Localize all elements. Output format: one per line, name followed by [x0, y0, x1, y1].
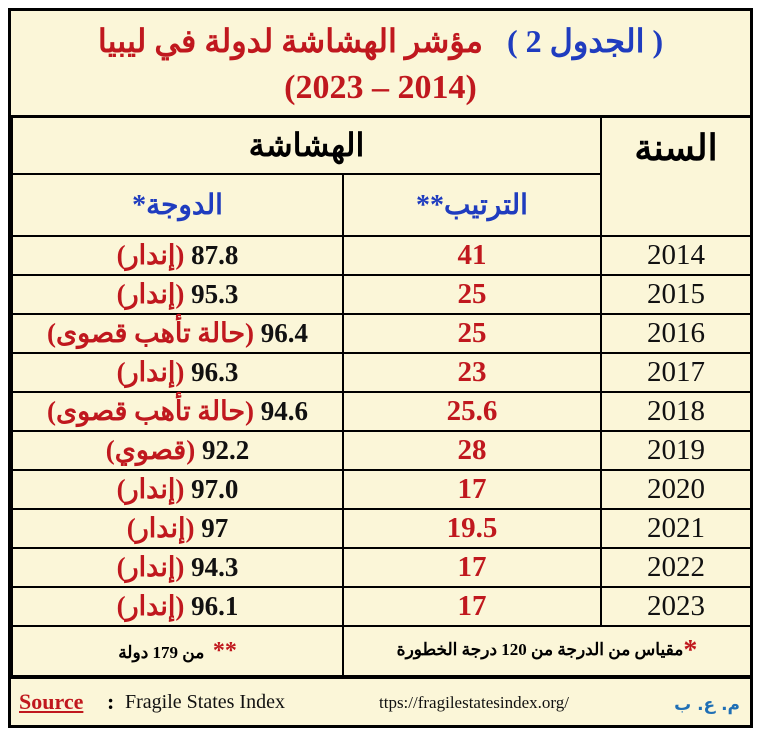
rank-cell: 25.6 — [342, 391, 602, 432]
header-score: الدوجة* — [11, 172, 344, 238]
year-cell: 2014 — [600, 235, 752, 276]
score-cell: 92.2 (قصوي) — [11, 430, 344, 471]
rank-cell: 25 — [342, 274, 602, 315]
author-initials: م. ع. ب — [674, 695, 740, 715]
header-fragility: الهشاشة — [11, 115, 602, 175]
header-rank: الترتيب** — [342, 172, 602, 238]
score-cell: 94.6 (حالة تأهب قصوى) — [11, 391, 344, 432]
year-cell: 2019 — [600, 430, 752, 471]
table-row: 2014 41 87.8 (إندار) — [11, 235, 752, 276]
table-row: 2015 25 95.3 (إندار) — [11, 274, 752, 315]
table-row: 2023 17 96.1 (إندار) — [11, 586, 752, 627]
table-row: 2019 28 92.2 (قصوي) — [11, 430, 752, 471]
table-row: 2017 23 96.3 (إندار) — [11, 352, 752, 393]
rank-footnote-text: من 179 دولة — [118, 642, 205, 662]
score-category: (حالة تأهب قصوى) — [47, 318, 254, 348]
table-row: 2022 17 94.3 (إندار) — [11, 547, 752, 588]
table-row: 2016 25 96.4 (حالة تأهب قصوى) — [11, 313, 752, 354]
rank-cell: 25 — [342, 313, 602, 354]
table-row: 2020 17 97.0 (إندار) — [11, 469, 752, 510]
source-name: Fragile States Index — [125, 691, 285, 713]
score-category: (إندار) — [126, 513, 195, 543]
score-cell: 96.4 (حالة تأهب قصوى) — [11, 313, 344, 354]
score-value: 92.2 — [201, 435, 250, 465]
table-period: (2023 – 2014) — [284, 69, 477, 106]
score-cell: 95.3 (إندار) — [11, 274, 344, 315]
score-cell: 97.0 (إندار) — [11, 469, 344, 510]
rank-cell: 23 — [342, 352, 602, 393]
score-cell: 87.8 (إندار) — [11, 235, 344, 276]
rank-cell: 17 — [342, 547, 602, 588]
score-cell: 96.1 (إندار) — [11, 586, 344, 627]
score-value: 87.8 — [191, 240, 239, 270]
year-cell: 2016 — [600, 313, 752, 354]
score-category: (إندار) — [116, 357, 185, 387]
source-colon: : — [107, 689, 115, 714]
year-cell: 2015 — [600, 274, 752, 315]
source-url[interactable]: ttps://fragilestatesindex.org/ — [379, 693, 569, 712]
table-label: ( الجدول 2 ) — [507, 23, 664, 59]
year-cell: 2017 — [600, 352, 752, 393]
score-category: (إندار) — [116, 591, 185, 621]
score-value: 97 — [201, 513, 229, 543]
source-label: Source — [19, 689, 84, 714]
table-heading: مؤشر الهشاشة لدولة في ليبيا — [97, 23, 484, 59]
rank-cell: 17 — [342, 469, 602, 510]
score-value: 96.3 — [191, 357, 239, 387]
score-footnote: *مقياس من الدرجة من 120 درجة الخطورة — [342, 625, 752, 677]
score-value: 96.1 — [191, 591, 239, 621]
footnote-double-star: ** — [212, 637, 237, 664]
notes-row: *مقياس من الدرجة من 120 درجة الخطورة ** … — [11, 625, 752, 677]
table-frame: ( الجدول 2 ) مؤشر الهشاشة لدولة في ليبيا… — [8, 8, 753, 728]
rank-footnote: ** من 179 دولة — [11, 625, 344, 677]
score-cell: 97 (إندار) — [11, 508, 344, 549]
table-row: 2018 25.6 94.6 (حالة تأهب قصوى) — [11, 391, 752, 432]
score-value: 95.3 — [191, 279, 239, 309]
header-year: السنة — [600, 115, 752, 237]
source-bar: Source : Fragile States Index ttps://fra… — [11, 676, 750, 725]
score-cell: 96.3 (إندار) — [11, 352, 344, 393]
score-category: (إندار) — [116, 474, 185, 504]
rank-cell: 17 — [342, 586, 602, 627]
rank-cell: 28 — [342, 430, 602, 471]
year-cell: 2020 — [600, 469, 752, 510]
score-category: (قصوي) — [105, 435, 196, 465]
title-line: ( الجدول 2 ) مؤشر الهشاشة لدولة في ليبيا — [11, 21, 750, 61]
score-category: (إندار) — [116, 552, 185, 582]
table-row: 2021 19.5 97 (إندار) — [11, 508, 752, 549]
year-cell: 2018 — [600, 391, 752, 432]
score-value: 97.0 — [191, 474, 239, 504]
score-value: 94.6 — [260, 396, 308, 426]
score-category: (إندار) — [116, 240, 185, 270]
title-block: ( الجدول 2 ) مؤشر الهشاشة لدولة في ليبيا… — [11, 11, 750, 118]
score-category: (إندار) — [116, 279, 185, 309]
year-cell: 2022 — [600, 547, 752, 588]
year-cell: 2023 — [600, 586, 752, 627]
rank-cell: 41 — [342, 235, 602, 276]
footnote-star: * — [683, 635, 698, 666]
score-cell: 94.3 (إندار) — [11, 547, 344, 588]
score-value: 94.3 — [191, 552, 239, 582]
year-cell: 2021 — [600, 508, 752, 549]
score-category: (حالة تأهب قصوى) — [47, 396, 254, 426]
score-footnote-text: مقياس من الدرجة من 120 درجة الخطورة — [396, 639, 684, 659]
score-value: 96.4 — [260, 318, 308, 348]
fragility-table: السنة الهشاشة الترتيب** الدوجة* 2014 41 … — [11, 115, 752, 677]
rank-cell: 19.5 — [342, 508, 602, 549]
